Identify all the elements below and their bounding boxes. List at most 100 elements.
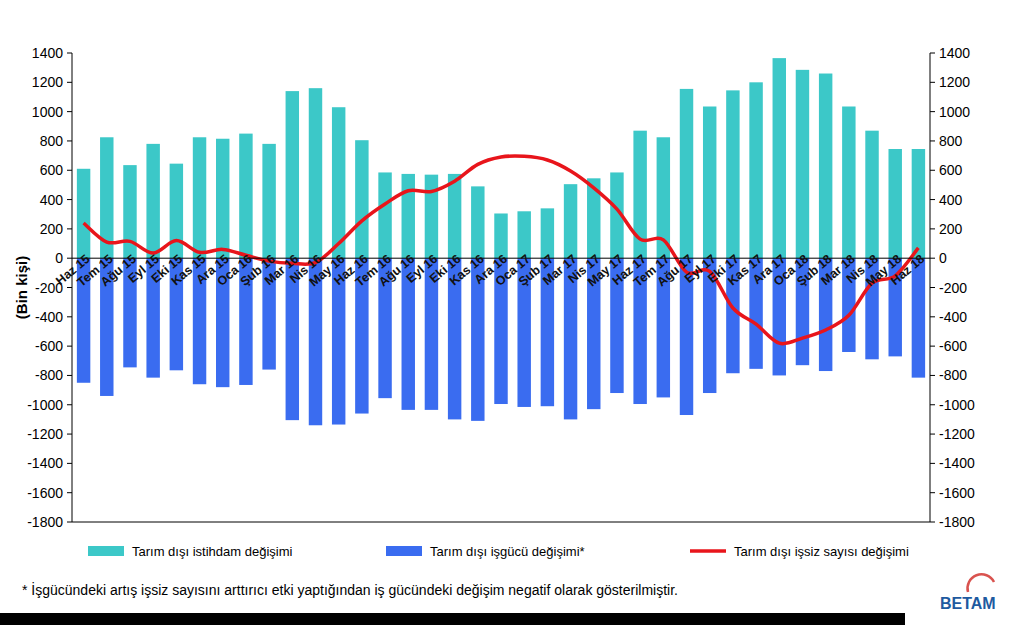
bar xyxy=(146,144,159,258)
bar xyxy=(865,131,878,259)
legend-entry: Tarım dışı istihdam değişimi xyxy=(88,544,292,559)
tick-label: -1000 xyxy=(939,397,975,413)
tick-label: 0 xyxy=(55,250,63,266)
tick-label: 200 xyxy=(40,221,64,237)
tick-label: 800 xyxy=(40,133,64,149)
tick xyxy=(67,404,72,405)
tick xyxy=(67,111,72,112)
bar xyxy=(262,144,275,258)
legend-label: Tarım dışı işgücü değişimi* xyxy=(430,544,585,559)
tick-label: -1000 xyxy=(27,397,63,413)
tick xyxy=(930,228,935,229)
axis-title: (Bin kişi) xyxy=(13,256,30,319)
bar xyxy=(193,137,206,258)
tick xyxy=(67,53,72,54)
logo-arc xyxy=(968,574,994,592)
tick xyxy=(930,53,935,54)
bar xyxy=(703,106,716,258)
bar xyxy=(796,70,809,258)
chart: -1800 -1600 -1400 -1200 -1000 -800 -600 -400 -20… xyxy=(0,0,1024,625)
tick xyxy=(930,434,935,435)
tick-label: 1400 xyxy=(32,45,63,61)
bar xyxy=(912,258,925,377)
tick xyxy=(67,346,72,347)
marks xyxy=(77,58,925,425)
tick-label: 600 xyxy=(939,162,963,178)
tick-label: 600 xyxy=(40,162,64,178)
tick-label: 1400 xyxy=(939,45,970,61)
tick xyxy=(930,463,935,464)
footer-bar xyxy=(0,613,905,625)
tick xyxy=(930,111,935,112)
tick-label: -1600 xyxy=(939,485,975,501)
tick-label: -800 xyxy=(939,367,967,383)
bar xyxy=(912,149,925,258)
legend-entry: Tarım dışı işsiz sayısı değişimi xyxy=(690,544,909,559)
tick-label: 1000 xyxy=(939,104,970,120)
bar xyxy=(564,184,577,258)
tick xyxy=(67,375,72,376)
tick xyxy=(67,170,72,171)
tick-label: 200 xyxy=(939,221,963,237)
tick xyxy=(67,316,72,317)
tick xyxy=(930,199,935,200)
tick xyxy=(67,199,72,200)
tick xyxy=(930,258,935,259)
tick-label: -1800 xyxy=(27,514,63,530)
bar xyxy=(680,89,693,258)
tick xyxy=(67,228,72,229)
legend-swatch xyxy=(690,549,726,553)
line xyxy=(84,156,919,344)
tick xyxy=(930,346,935,347)
tick-label: -400 xyxy=(939,309,967,325)
bar xyxy=(494,213,507,258)
tick-label: -1200 xyxy=(939,426,975,442)
tick xyxy=(930,375,935,376)
category-label: Haz 18 xyxy=(888,252,927,288)
bar xyxy=(216,139,229,258)
tick xyxy=(67,258,72,259)
bar xyxy=(541,208,554,258)
legend-entry: Tarım dışı işgücü değişimi* xyxy=(386,544,585,559)
tick xyxy=(930,82,935,83)
tick xyxy=(930,492,935,493)
x-axis xyxy=(72,522,930,523)
tick-label: -1400 xyxy=(939,455,975,471)
bar xyxy=(77,169,90,258)
tick xyxy=(930,316,935,317)
footnote: * İşgücündeki artış işsiz sayısını arttı… xyxy=(22,581,678,598)
bar xyxy=(425,175,438,259)
bar xyxy=(773,58,786,258)
tick xyxy=(67,82,72,83)
tick-label: 1200 xyxy=(32,74,63,90)
tick-label: -600 xyxy=(35,338,63,354)
tick xyxy=(67,140,72,141)
tick-label: -1400 xyxy=(27,455,63,471)
bar xyxy=(355,140,368,258)
tick-label: -800 xyxy=(35,367,63,383)
tick xyxy=(930,287,935,288)
tick-label: -1200 xyxy=(27,426,63,442)
bar xyxy=(378,172,391,258)
bar xyxy=(448,174,461,258)
bar xyxy=(517,211,530,258)
bar xyxy=(749,82,762,258)
tick xyxy=(930,170,935,171)
tick xyxy=(930,522,935,523)
tick-label: 800 xyxy=(939,133,963,149)
bar xyxy=(332,107,345,258)
bar xyxy=(402,174,415,258)
legend-label: Tarım dışı istihdam değişimi xyxy=(132,544,292,559)
tick-label: -400 xyxy=(35,309,63,325)
legend-swatch xyxy=(386,546,422,556)
tick-label: 400 xyxy=(40,192,64,208)
tick xyxy=(67,522,72,523)
tick-label: -1800 xyxy=(939,514,975,530)
bar xyxy=(819,74,832,259)
tick-label: 0 xyxy=(939,250,947,266)
tick xyxy=(67,434,72,435)
tick xyxy=(930,140,935,141)
tick xyxy=(930,404,935,405)
tick-label: 400 xyxy=(939,192,963,208)
tick-label: -200 xyxy=(939,280,967,296)
